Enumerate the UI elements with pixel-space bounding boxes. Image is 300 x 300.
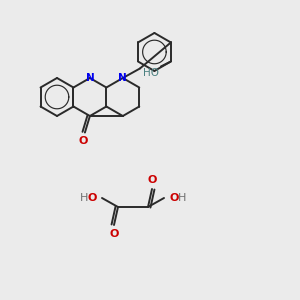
- Text: H: H: [80, 193, 88, 203]
- Text: O: O: [109, 229, 119, 239]
- Text: O: O: [147, 175, 157, 185]
- Text: N: N: [118, 73, 127, 83]
- Text: HO: HO: [143, 68, 159, 79]
- Text: N: N: [85, 73, 94, 83]
- Text: O: O: [88, 193, 97, 203]
- Text: O: O: [78, 136, 88, 146]
- Text: H: H: [178, 193, 186, 203]
- Text: O: O: [169, 193, 178, 203]
